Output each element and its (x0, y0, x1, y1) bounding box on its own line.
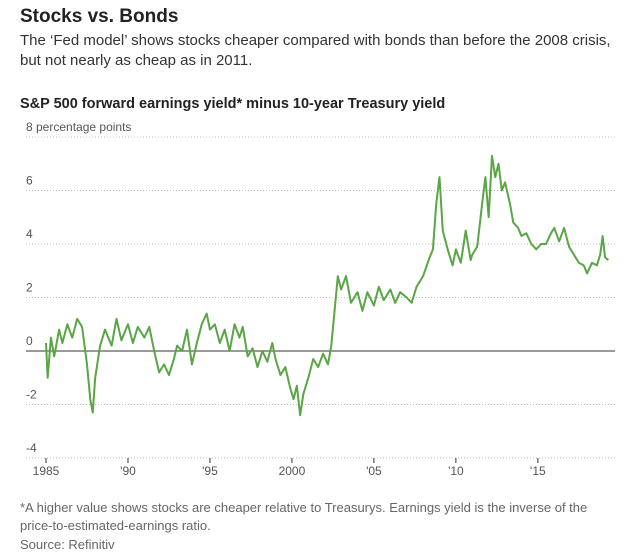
chart: -4 -2 0 2 4 6 8 percentage points 1985 '90 '95 200… (26, 120, 615, 478)
y-tick-label: 2 (26, 281, 33, 295)
y-tick-label: -4 (26, 441, 37, 455)
x-tick-label: 1985 (33, 464, 60, 478)
data-line (45, 154, 609, 417)
x-tick-label: '05 (366, 464, 382, 478)
y-tick-label: 8 percentage points (26, 120, 131, 134)
x-tick-label: 2000 (279, 464, 306, 478)
chart-title: S&P 500 forward earnings yield* minus 10… (20, 96, 446, 112)
x-tick-label: '95 (202, 464, 218, 478)
x-tick-label: '15 (530, 464, 546, 478)
source: Source: Refinitiv (20, 537, 115, 552)
subtitle: The ‘Fed model’ shows stocks cheaper com… (20, 32, 611, 69)
y-tick-label: 0 (26, 334, 33, 348)
footnote: *A higher value shows stocks are cheaper… (20, 500, 588, 533)
y-tick-label: -2 (26, 388, 37, 402)
x-tick-label: '10 (448, 464, 464, 478)
x-tick-label: '90 (120, 464, 136, 478)
y-tick-label: 6 (26, 174, 33, 188)
title: Stocks vs. Bonds (20, 6, 179, 27)
y-tick-label: 4 (26, 227, 33, 241)
